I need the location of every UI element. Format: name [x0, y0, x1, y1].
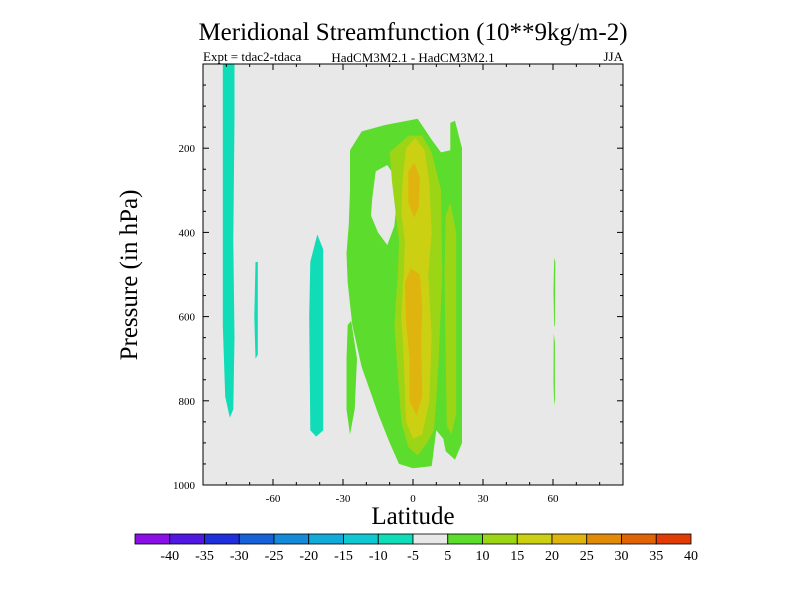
- contour-region-3: [309, 234, 324, 437]
- x-axis-label: Latitude: [371, 503, 454, 530]
- colorbar-swatch: [516, 533, 553, 545]
- chart-title: Meridional Streamfunction (10**9kg/m-2): [198, 19, 627, 46]
- colorbar-swatch: [308, 533, 344, 545]
- colorbar-label: 40: [684, 549, 698, 564]
- contour-region-6: [553, 257, 556, 328]
- colorbar-swatch: [204, 533, 240, 545]
- contour-region-1: [222, 64, 235, 418]
- y-tick-label: 800: [179, 396, 196, 408]
- contour-region-2: [254, 261, 258, 359]
- colorbar-label: 15: [510, 549, 524, 564]
- x-tick-label: 0: [410, 493, 416, 505]
- colorbar-label: -30: [230, 549, 249, 564]
- colorbar-label: -15: [334, 549, 353, 564]
- colorbar-swatch: [482, 533, 518, 545]
- colorbar-label: 10: [476, 549, 490, 564]
- colorbar-label: 35: [649, 549, 663, 564]
- x-tick-label: 60: [548, 493, 560, 505]
- colorbar-swatch: [134, 533, 171, 545]
- colorbar-label: 20: [545, 549, 559, 564]
- x-tick-label: -60: [266, 493, 281, 505]
- x-tick-label: -30: [336, 493, 351, 505]
- season-label: JJA: [603, 49, 623, 64]
- x-tick-label: 30: [478, 493, 490, 505]
- y-axis-label: Pressure (in hPa): [116, 190, 143, 361]
- contour-region-8: [371, 165, 397, 245]
- contour-region-5: [346, 320, 357, 435]
- colorbar-swatch: [447, 533, 483, 545]
- colorbar-swatch: [586, 533, 622, 545]
- colorbar-label: 30: [615, 549, 629, 564]
- colorbar-swatch: [621, 533, 657, 545]
- y-tick-label: 400: [179, 227, 196, 239]
- colorbar-swatch: [238, 533, 275, 545]
- colorbar-swatch: [273, 533, 310, 545]
- contour-region-10: [444, 202, 457, 435]
- contour-region-12: [408, 162, 420, 218]
- colorbar-label: 25: [580, 549, 594, 564]
- contour-region-13: [404, 268, 423, 416]
- model-label: HadCM3M2.1 - HadCM3M2.1: [331, 50, 494, 65]
- colorbar-swatch: [655, 533, 692, 545]
- colorbar-label: -5: [407, 549, 419, 564]
- colorbar-label: -20: [299, 549, 318, 564]
- colorbar-label: -25: [265, 549, 284, 564]
- y-tick-label: 200: [179, 143, 196, 155]
- contour-region-7: [553, 333, 555, 405]
- experiment-label: Expt = tdac2-tdaca: [203, 49, 302, 64]
- colorbar-swatch: [343, 533, 379, 545]
- colorbar-swatch: [551, 533, 588, 545]
- colorbar-swatch: [169, 533, 205, 545]
- y-tick-label: 600: [179, 312, 196, 324]
- plot-frame: [202, 63, 624, 486]
- colorbar-label: -35: [195, 549, 214, 564]
- colorbar-label: -40: [160, 549, 179, 564]
- y-tick-label: 1000: [173, 480, 196, 492]
- colorbar-label: 5: [444, 549, 451, 564]
- colorbar-swatch: [412, 533, 449, 545]
- colorbar-label: -10: [369, 549, 388, 564]
- colorbar-swatch: [377, 533, 414, 545]
